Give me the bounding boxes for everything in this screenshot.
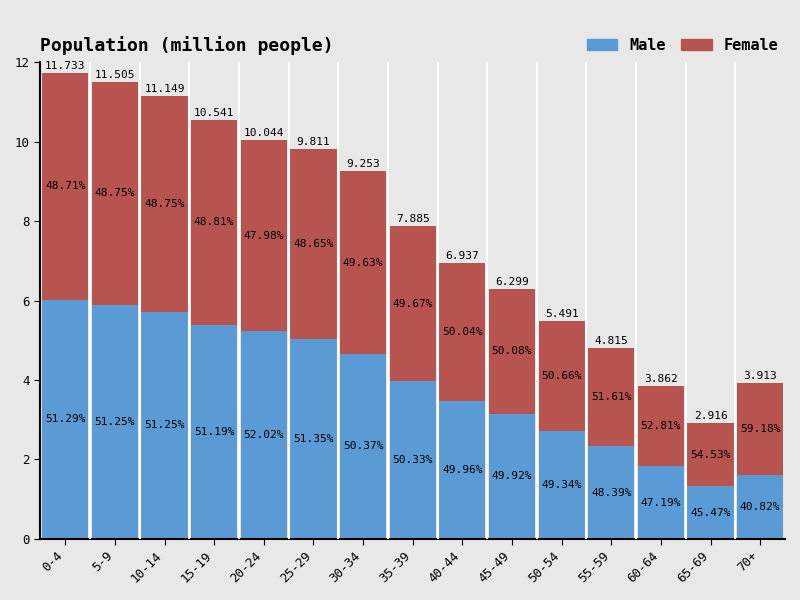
Bar [241, 331, 287, 539]
Legend: Male, Female: Male, Female [581, 32, 785, 59]
Bar [538, 321, 585, 431]
Bar [638, 386, 684, 466]
Bar [340, 354, 386, 539]
Bar [92, 82, 138, 305]
Text: 2.916: 2.916 [694, 411, 727, 421]
Text: 10.541: 10.541 [194, 108, 234, 118]
Text: 3.913: 3.913 [743, 371, 777, 382]
Text: 11.733: 11.733 [45, 61, 86, 71]
Text: 51.29%: 51.29% [45, 415, 86, 424]
Text: 50.08%: 50.08% [492, 346, 532, 356]
Text: 48.71%: 48.71% [45, 181, 86, 191]
Text: 49.92%: 49.92% [492, 472, 532, 481]
Text: 49.63%: 49.63% [343, 257, 383, 268]
Text: 4.815: 4.815 [594, 335, 628, 346]
Text: 51.25%: 51.25% [144, 421, 185, 430]
Text: 5.491: 5.491 [545, 309, 578, 319]
Text: 47.19%: 47.19% [641, 497, 681, 508]
Bar [42, 300, 88, 539]
Text: 11.505: 11.505 [94, 70, 135, 80]
Text: 52.02%: 52.02% [243, 430, 284, 440]
Text: 48.75%: 48.75% [144, 199, 185, 209]
Bar [687, 423, 734, 486]
Bar [390, 226, 436, 381]
Text: 9.253: 9.253 [346, 160, 380, 169]
Bar [737, 475, 783, 539]
Bar [241, 140, 287, 331]
Text: 51.61%: 51.61% [591, 392, 631, 402]
Text: 49.34%: 49.34% [542, 480, 582, 490]
Bar [687, 486, 734, 539]
Bar [390, 381, 436, 539]
Bar [588, 347, 634, 446]
Bar [340, 172, 386, 354]
Text: 7.885: 7.885 [396, 214, 430, 224]
Text: 59.18%: 59.18% [740, 424, 781, 434]
Text: 3.862: 3.862 [644, 374, 678, 383]
Text: 45.47%: 45.47% [690, 508, 730, 518]
Bar [42, 73, 88, 300]
Bar [439, 401, 486, 539]
Bar [588, 446, 634, 539]
Bar [191, 120, 238, 325]
Text: 51.19%: 51.19% [194, 427, 234, 437]
Text: 48.39%: 48.39% [591, 488, 631, 497]
Bar [439, 263, 486, 401]
Bar [489, 289, 535, 414]
Bar [142, 312, 187, 539]
Bar [538, 431, 585, 539]
Text: 51.25%: 51.25% [94, 417, 135, 427]
Bar [489, 414, 535, 539]
Text: 49.96%: 49.96% [442, 465, 482, 475]
Text: 54.53%: 54.53% [690, 449, 730, 460]
Bar [290, 149, 337, 339]
Bar [92, 305, 138, 539]
Text: 11.149: 11.149 [144, 84, 185, 94]
Bar [290, 339, 337, 539]
Text: 50.37%: 50.37% [343, 442, 383, 451]
Text: 49.67%: 49.67% [393, 299, 433, 308]
Text: 6.299: 6.299 [495, 277, 529, 287]
Text: Population (million people): Population (million people) [41, 36, 334, 55]
Text: 50.33%: 50.33% [393, 455, 433, 465]
Text: 40.82%: 40.82% [740, 502, 781, 512]
Text: 48.65%: 48.65% [293, 239, 334, 249]
Text: 51.35%: 51.35% [293, 434, 334, 444]
Bar [191, 325, 238, 539]
Text: 50.66%: 50.66% [542, 371, 582, 381]
Text: 48.75%: 48.75% [94, 188, 135, 199]
Bar [737, 383, 783, 475]
Text: 10.044: 10.044 [243, 128, 284, 138]
Text: 47.98%: 47.98% [243, 230, 284, 241]
Text: 9.811: 9.811 [297, 137, 330, 147]
Text: 6.937: 6.937 [446, 251, 479, 262]
Bar [142, 96, 187, 312]
Text: 52.81%: 52.81% [641, 421, 681, 431]
Text: 48.81%: 48.81% [194, 217, 234, 227]
Text: 50.04%: 50.04% [442, 328, 482, 337]
Bar [638, 466, 684, 539]
